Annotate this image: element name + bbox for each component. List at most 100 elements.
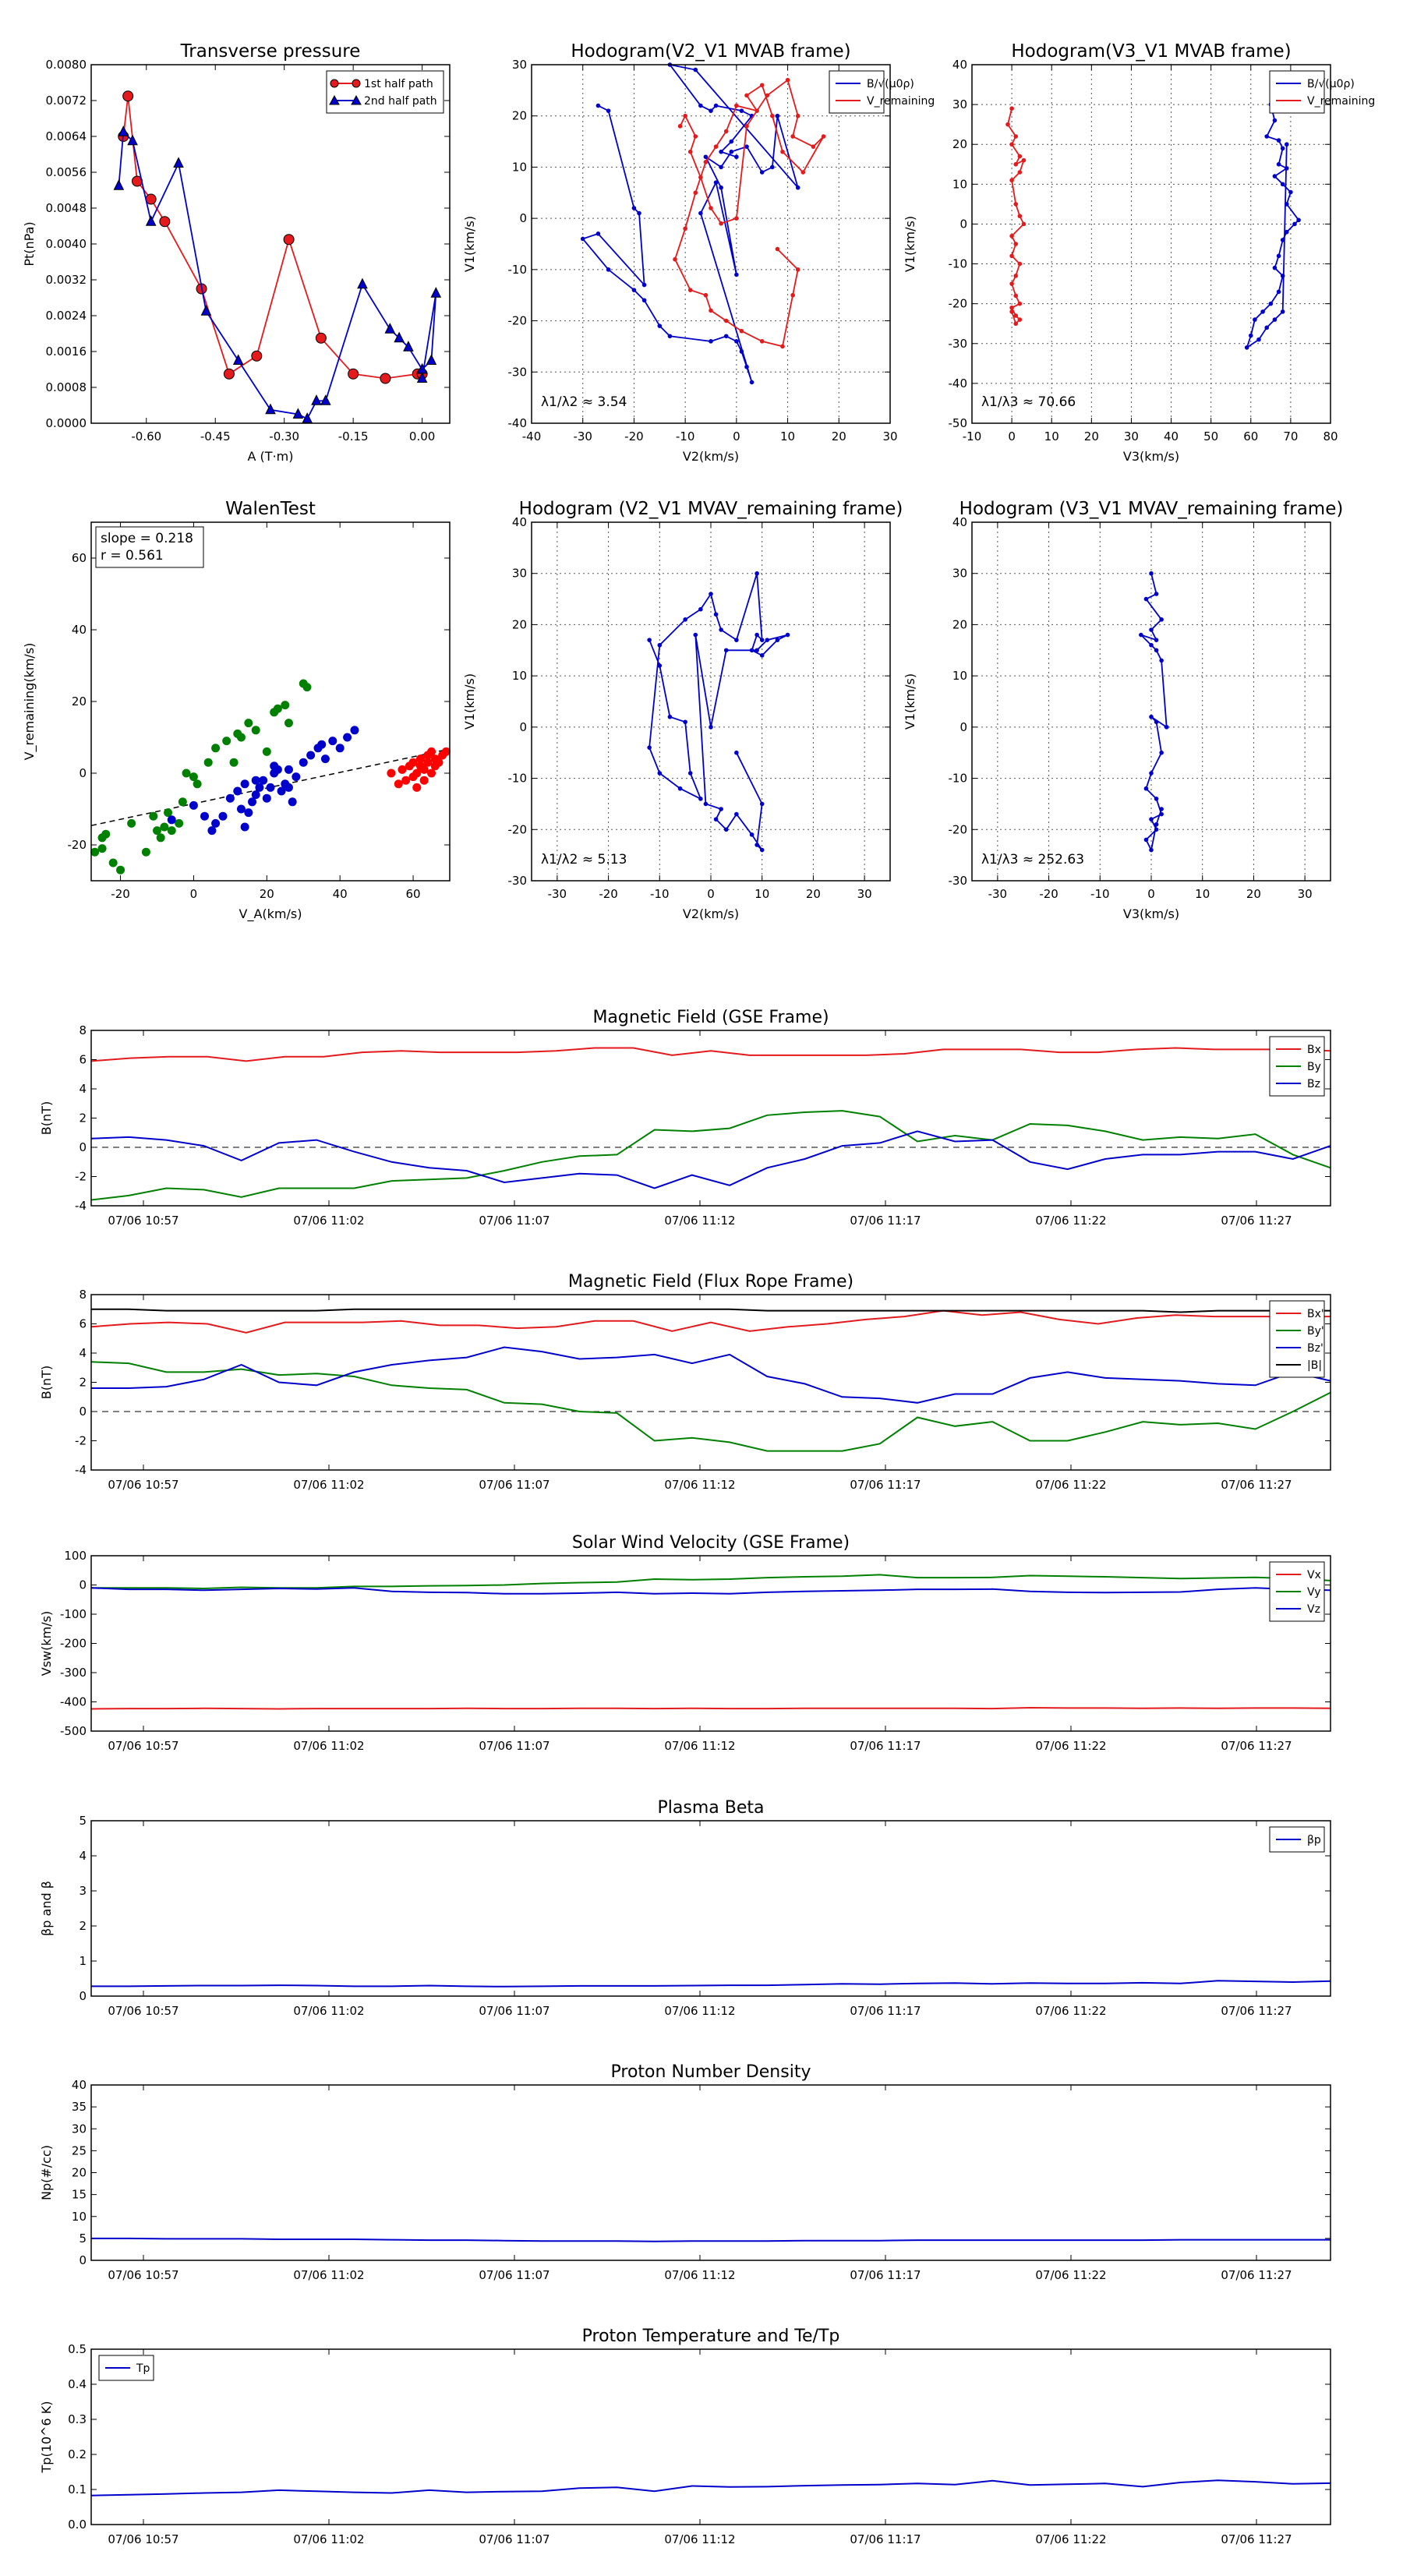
data-point xyxy=(713,103,719,108)
chart-panel-7: -4 -2 0 2 4 6 8 07/06 10:57 07/06 11:02 07/06 11:… xyxy=(39,1272,1331,1492)
plot-background xyxy=(91,1556,1331,1731)
data-point xyxy=(1276,253,1281,259)
x-tick-label: 07/06 11:02 xyxy=(293,2268,364,2282)
chart-panel-4: -30 -20 -10 0 10 20 30 40 -30 -20 -10 0 10 20 30 λ1/λ2 … xyxy=(462,499,903,921)
chart-title: Transverse pressure xyxy=(180,41,361,62)
data-point xyxy=(1149,817,1154,822)
x-tick-label: 10 xyxy=(1044,429,1059,443)
x-tick-label: 07/06 11:27 xyxy=(1221,1214,1292,1228)
data-point xyxy=(200,305,212,316)
chart-title: Hodogram (V2_V1 MVAV_remaining frame) xyxy=(519,499,903,519)
legend-label: |B| xyxy=(1307,1359,1322,1372)
data-point xyxy=(1280,238,1285,242)
series-line xyxy=(90,1110,1331,1201)
data-point xyxy=(1154,822,1159,827)
x-tick-label: 07/06 11:22 xyxy=(1035,1214,1106,1228)
x-tick-label: 07/06 11:22 xyxy=(1035,2268,1106,2282)
y-tick-label: 20 xyxy=(512,109,527,123)
y-axis-label: Pt(nPa) xyxy=(22,221,37,266)
data-point xyxy=(1280,146,1285,151)
y-tick-label: 2 xyxy=(79,1919,87,1933)
data-point xyxy=(1159,750,1164,755)
x-axis-label: V2(km/s) xyxy=(683,449,739,464)
plot-background xyxy=(91,65,450,423)
chart-title: Solar Wind Velocity (GSE Frame) xyxy=(572,1533,850,1553)
data-point xyxy=(394,779,403,789)
series-line xyxy=(90,1706,1331,1710)
data-point xyxy=(1253,317,1257,322)
chart-panel-8: -500 -400 -300 -200 -100 0 100 07/06 10:57 07/06… xyxy=(39,1533,1331,1753)
data-point xyxy=(821,134,826,139)
data-point xyxy=(401,776,411,785)
data-point xyxy=(713,817,719,822)
legend-label: Bx' xyxy=(1307,1308,1324,1320)
data-point xyxy=(595,103,601,108)
series-line xyxy=(90,1047,1331,1062)
data-point xyxy=(1154,827,1159,832)
annotation-text: λ1/λ2 ≈ 5.13 xyxy=(541,852,627,868)
plot-background xyxy=(91,2085,1331,2260)
y-tick-label: -20 xyxy=(508,822,528,836)
x-tick-label: 07/06 11:22 xyxy=(1035,1478,1106,1492)
data-point xyxy=(673,256,677,262)
x-tick-label: 80 xyxy=(1323,429,1338,443)
data-point xyxy=(1009,106,1014,111)
data-point xyxy=(709,592,713,596)
x-tick-label: -0.15 xyxy=(338,429,369,443)
legend-label: βp xyxy=(1307,1834,1321,1846)
data-point xyxy=(641,282,647,288)
y-tick-label: -2 xyxy=(75,1170,87,1184)
data-point xyxy=(350,726,359,735)
data-point xyxy=(631,206,637,210)
data-point xyxy=(1017,317,1023,322)
y-tick-label: 0 xyxy=(959,217,967,231)
y-tick-label: 0 xyxy=(79,2253,87,2267)
y-tick-label: -30 xyxy=(508,874,528,888)
data-point xyxy=(657,642,663,648)
series-line xyxy=(674,79,825,348)
legend-marker xyxy=(352,79,361,88)
data-point xyxy=(759,801,765,807)
y-axis-label: B(nT) xyxy=(39,1101,54,1135)
data-point xyxy=(218,811,228,821)
legend-label: Bz' xyxy=(1307,1342,1323,1355)
x-tick-label: 07/06 11:22 xyxy=(1035,2532,1106,2546)
data-point xyxy=(709,108,713,113)
legend-label: Bx xyxy=(1307,1044,1321,1056)
data-point xyxy=(1017,261,1023,267)
plot-frame xyxy=(90,64,451,424)
data-point xyxy=(1280,309,1285,314)
y-tick-label: -500 xyxy=(60,1724,87,1738)
data-point xyxy=(292,772,301,782)
y-tick-label: 40 xyxy=(72,623,87,637)
y-tick-label: 4 xyxy=(79,1849,87,1863)
y-tick-label: 8 xyxy=(79,1288,87,1302)
data-point xyxy=(693,67,698,72)
y-tick-label: -40 xyxy=(508,416,528,430)
data-point xyxy=(229,758,239,767)
data-point xyxy=(430,287,442,298)
data-point xyxy=(723,318,729,323)
x-tick-label: 07/06 11:12 xyxy=(664,1478,735,1492)
data-point xyxy=(744,364,749,369)
data-point xyxy=(703,160,709,164)
data-point xyxy=(698,175,703,180)
x-tick-label: 07/06 11:02 xyxy=(293,1478,364,1492)
data-point xyxy=(1154,592,1159,596)
data-point xyxy=(1276,289,1281,295)
data-point xyxy=(734,272,739,277)
x-tick-label: 07/06 11:12 xyxy=(664,2268,735,2282)
x-tick-label: 07/06 11:27 xyxy=(1221,2268,1292,2282)
y-tick-label: 30 xyxy=(72,2122,87,2136)
data-point xyxy=(1248,333,1253,338)
data-point xyxy=(1154,719,1159,725)
data-point xyxy=(595,231,601,236)
x-tick-label: 07/06 10:57 xyxy=(108,2004,178,2018)
y-tick-label: 0.0008 xyxy=(46,380,87,394)
data-point xyxy=(1154,638,1159,642)
data-point xyxy=(677,124,683,129)
y-axis-label: βp and β xyxy=(39,1881,54,1936)
data-point xyxy=(211,744,221,753)
legend-label: Bz xyxy=(1307,1078,1320,1090)
x-tick-label: 10 xyxy=(780,429,795,443)
